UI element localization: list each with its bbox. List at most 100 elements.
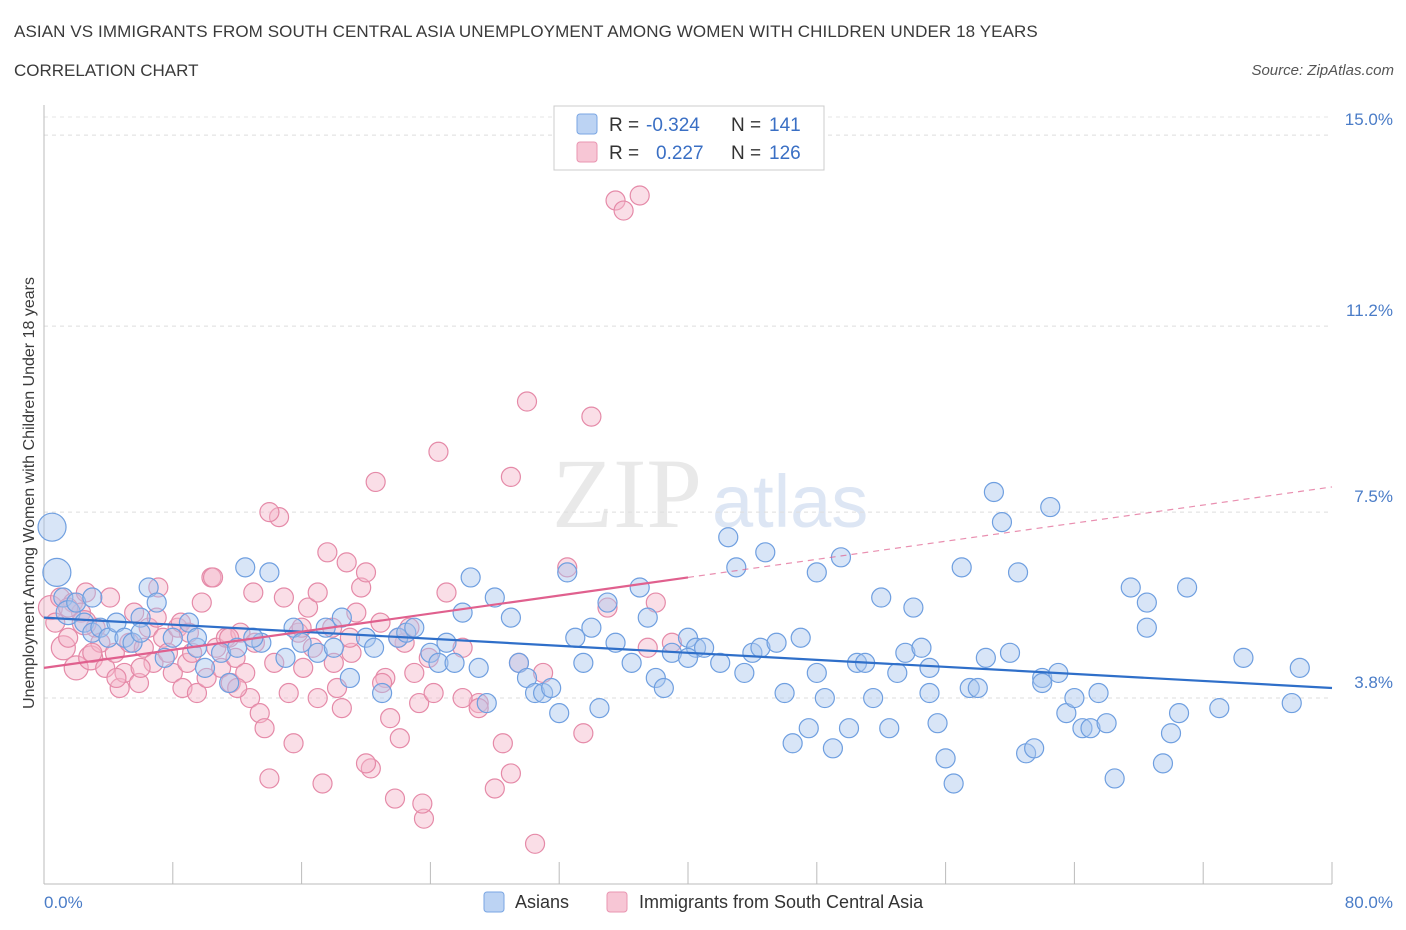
asians-point-93 (903, 597, 924, 618)
asians-point-71 (726, 557, 747, 578)
asians-point-113 (1064, 687, 1085, 709)
asians-point-105 (999, 642, 1021, 663)
watermark-zip: ZIP (552, 438, 702, 549)
source-label: Source: ZipAtlas.com (1251, 62, 1394, 79)
asians-point-138 (806, 662, 827, 684)
immigrants-point-53 (293, 657, 314, 678)
immigrants-point-47 (264, 652, 285, 673)
y-tick-label-1: 7.5% (1354, 487, 1393, 506)
immigrants-point-19 (128, 672, 150, 694)
asians-point-127 (1233, 647, 1254, 668)
asians-point-57 (589, 697, 610, 719)
asians-point-91 (887, 662, 908, 684)
immigrants-point-116 (106, 667, 127, 689)
asians-point-137 (677, 647, 699, 668)
legend-r-value-asians: -0.324 (646, 115, 700, 136)
asians-point-4 (66, 592, 87, 613)
asians-point-88 (863, 687, 884, 709)
asians-point-77 (774, 682, 795, 704)
bottom-legend-swatch-immigrants (606, 891, 628, 913)
asians-point-56 (573, 652, 594, 673)
x-tick-label-min: 0.0% (44, 893, 83, 912)
asians-point-136 (581, 617, 602, 638)
asians-point-110 (1040, 496, 1061, 518)
asians-point-96 (927, 713, 948, 734)
asians-point-19 (194, 657, 216, 678)
bottom-legend-swatch-asians (483, 891, 505, 913)
asians-point-98 (943, 773, 964, 794)
trend-lines (43, 486, 1333, 690)
immigrants-point-97 (629, 185, 650, 206)
y-tick-label-3: 15.0% (1345, 110, 1393, 129)
immigrants-point-82 (436, 582, 457, 603)
asians-point-44 (468, 657, 489, 678)
immigrants-point-86 (492, 733, 513, 754)
asians-point-35 (372, 682, 393, 704)
asians-point-85 (838, 718, 860, 739)
immigrants-point-48 (268, 507, 290, 528)
legend-r-value-immigrants: 0.227 (656, 143, 704, 164)
asians-point-60 (621, 652, 642, 673)
asians-point-116 (1088, 682, 1109, 704)
immigrants-point-73 (389, 728, 410, 749)
asians-point-43 (460, 567, 481, 588)
asians-point-128 (1281, 692, 1302, 714)
legend-n-value-immigrants: 126 (769, 143, 801, 164)
immigrants-point-3 (50, 635, 76, 661)
immigrants-point-92 (573, 723, 594, 744)
asians-point-115 (1080, 718, 1101, 739)
asians-trend-line (43, 616, 1333, 690)
asians-point-72 (734, 662, 755, 684)
watermark-atlas: atlas (712, 460, 868, 543)
asians-point-120 (1136, 617, 1157, 638)
asians-point-64 (653, 677, 674, 699)
asians-point-45 (476, 692, 497, 714)
immigrants-point-95 (605, 190, 626, 211)
x-axis-ticks (43, 862, 1333, 884)
asians-point-16 (162, 627, 183, 648)
immigrants-point-115 (130, 657, 151, 678)
immigrants-point-61 (331, 697, 352, 719)
y-tick-label-0: 3.8% (1354, 673, 1393, 692)
asians-point-81 (806, 562, 827, 583)
series-legend: Asians Immigrants from South Central Asi… (483, 891, 924, 913)
immigrants-point-77 (409, 692, 430, 714)
asians-point-99 (951, 557, 972, 578)
immigrants-point-125 (146, 607, 167, 628)
asians-point-92 (895, 642, 916, 663)
asians-point-75 (755, 542, 776, 563)
immigrants-point-68 (365, 471, 386, 493)
gridlines (44, 116, 1332, 699)
immigrants-point-117 (71, 610, 97, 636)
asians-point-122 (1152, 753, 1174, 774)
asians-point-126 (1209, 697, 1230, 719)
immigrants-point-31 (186, 682, 208, 704)
asians-point-15 (154, 647, 175, 668)
asians-point-46 (484, 587, 505, 608)
asians-point-40 (428, 652, 449, 673)
asians-point-125 (1176, 577, 1198, 598)
asians-point-108 (1024, 738, 1045, 759)
asians-point-114 (1072, 718, 1093, 739)
asians-point-69 (710, 652, 731, 673)
asians-point-54 (557, 562, 578, 583)
bottom-legend-label-asians: Asians (515, 892, 569, 912)
legend-swatch-asians (576, 113, 598, 135)
asians-point-58 (597, 592, 618, 613)
asians-point-103 (983, 481, 1005, 503)
immigrants-point-72 (384, 788, 406, 809)
immigrants-point-85 (484, 778, 505, 799)
asians-point-78 (782, 733, 803, 754)
immigrants-point-76 (404, 662, 425, 684)
immigrants-point-87 (500, 466, 521, 488)
immigrants-point-13 (99, 587, 121, 608)
immigrants-point-89 (516, 391, 538, 412)
asians-point-50 (524, 682, 546, 704)
asians-point-104 (991, 512, 1013, 533)
immigrants-point-110 (500, 763, 521, 784)
asians-point-39 (420, 642, 441, 663)
asians-point-124 (1168, 703, 1190, 724)
asians-point-47 (500, 607, 521, 628)
asians-point-21 (219, 672, 240, 694)
immigrants-point-106 (355, 753, 377, 774)
